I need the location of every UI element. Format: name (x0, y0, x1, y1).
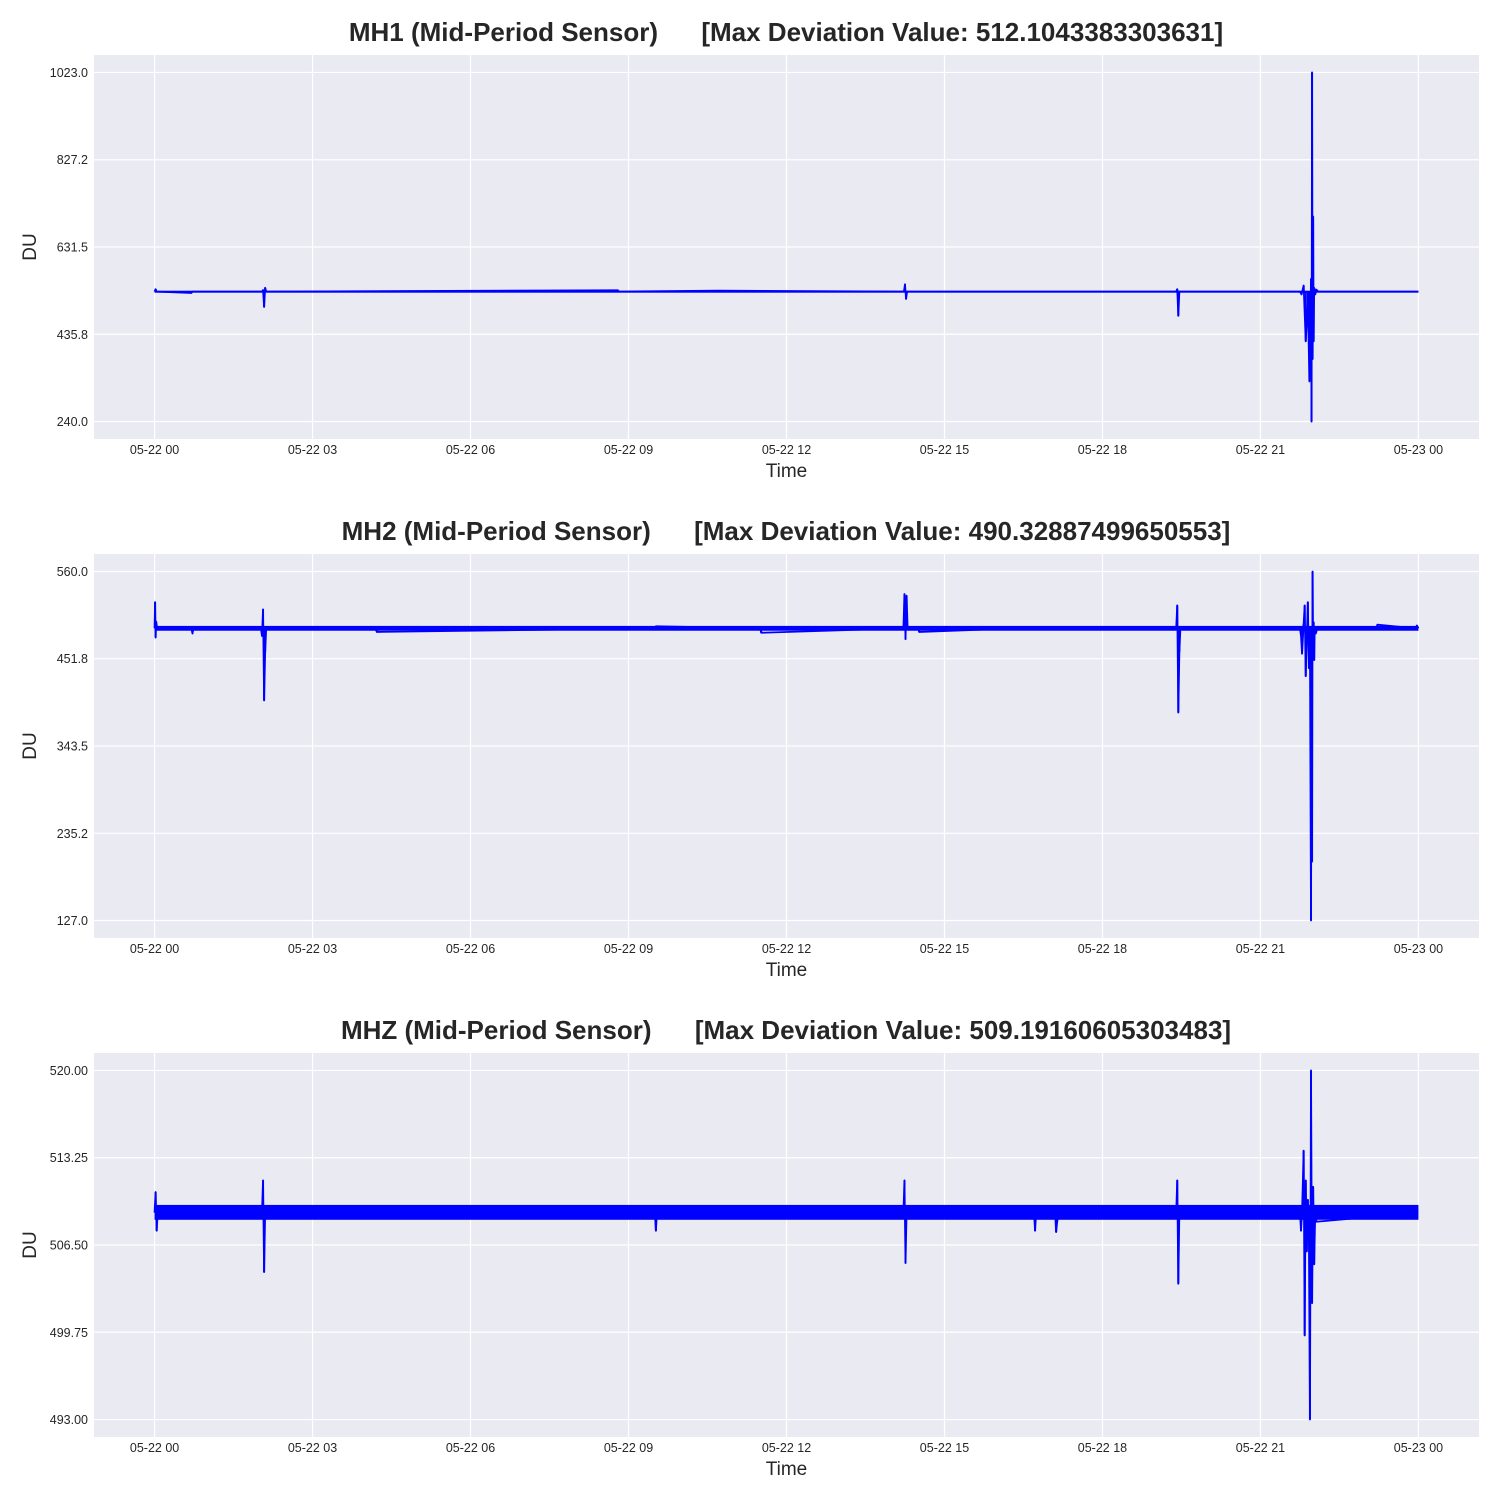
y-tick-label: 127.0 (57, 914, 88, 928)
x-tick-label: 05-22 15 (920, 443, 969, 457)
y-tick-label: 451.8 (57, 652, 88, 666)
x-tick-label: 05-22 03 (288, 942, 337, 956)
y-tick-label: 827.2 (57, 153, 88, 167)
chart-panel-1: 05-22 00 05-22 03 05-22 06 05-22 09 05-22 12… (20, 17, 1479, 482)
x-tick-label: 05-22 15 (920, 942, 969, 956)
y-tick-label: 631.5 (57, 241, 88, 255)
y-tick-label: 560.0 (57, 565, 88, 579)
series-noise-band (154, 625, 1419, 631)
y-tick-label: 513.25 (50, 1151, 88, 1165)
chart-panel-3: 05-22 00 05-22 03 05-22 06 05-22 09 05-22 12… (20, 1015, 1479, 1480)
x-tick-label: 05-22 00 (130, 443, 179, 457)
x-tick-label: 05-23 00 (1394, 443, 1443, 457)
series-1 (153, 570, 1420, 922)
x-tick-label: 05-22 09 (604, 942, 653, 956)
y-tick-label: 343.5 (57, 740, 88, 754)
y-tick-label: 240.0 (57, 415, 88, 429)
series-1 (153, 71, 1419, 423)
x-tick-label: 05-22 06 (446, 942, 495, 956)
x-tick-label: 05-22 21 (1236, 942, 1285, 956)
grid (94, 1053, 1479, 1437)
x-tick-label: 05-22 09 (604, 1441, 653, 1455)
x-tick-label: 05-23 00 (1394, 942, 1443, 956)
y-axis-label: DU (20, 233, 41, 260)
y-axis-label: DU (20, 1231, 41, 1258)
chart-panel-2: 05-22 00 05-22 03 05-22 06 05-22 09 05-22 12… (20, 516, 1479, 981)
x-tick-label: 05-22 03 (288, 443, 337, 457)
x-axis-label: Time (766, 960, 808, 981)
chart-title: MHZ (Mid-Period Sensor) [Max Deviation V… (341, 1015, 1231, 1045)
x-tick-label: 05-22 21 (1236, 443, 1285, 457)
y-tick-label: 493.00 (50, 1413, 88, 1427)
x-tick-label: 05-22 15 (920, 1441, 969, 1455)
x-tick-label: 05-22 18 (1078, 1441, 1127, 1455)
x-tick-label: 05-22 12 (762, 443, 811, 457)
grid (94, 554, 1479, 938)
y-tick-label: 499.75 (50, 1326, 88, 1340)
x-axis-label: Time (766, 1459, 808, 1480)
x-tick-label: 05-22 12 (762, 942, 811, 956)
x-tick-label: 05-23 00 (1394, 1441, 1443, 1455)
x-tick-label: 05-22 00 (130, 942, 179, 956)
series-1 (153, 1069, 1419, 1421)
x-axis-label: Time (766, 461, 808, 482)
chart-title: MH1 (Mid-Period Sensor) [Max Deviation V… (349, 17, 1223, 47)
x-tick-label: 05-22 06 (446, 443, 495, 457)
y-tick-label: 506.50 (50, 1239, 88, 1253)
x-tick-label: 05-22 00 (130, 1441, 179, 1455)
y-tick-label: 435.8 (57, 328, 88, 342)
x-tick-label: 05-22 18 (1078, 942, 1127, 956)
y-axis-label: DU (20, 732, 41, 759)
grid (94, 55, 1479, 439)
x-tick-label: 05-22 03 (288, 1441, 337, 1455)
chart-title: MH2 (Mid-Period Sensor) [Max Deviation V… (342, 516, 1231, 546)
x-tick-label: 05-22 21 (1236, 1441, 1285, 1455)
series-line (153, 1069, 1419, 1421)
x-tick-label: 05-22 12 (762, 1441, 811, 1455)
y-tick-label: 1023.0 (50, 66, 88, 80)
x-tick-label: 05-22 09 (604, 443, 653, 457)
x-tick-label: 05-22 18 (1078, 443, 1127, 457)
y-tick-label: 235.2 (57, 827, 88, 841)
x-tick-label: 05-22 06 (446, 1441, 495, 1455)
y-tick-label: 520.00 (50, 1064, 88, 1078)
